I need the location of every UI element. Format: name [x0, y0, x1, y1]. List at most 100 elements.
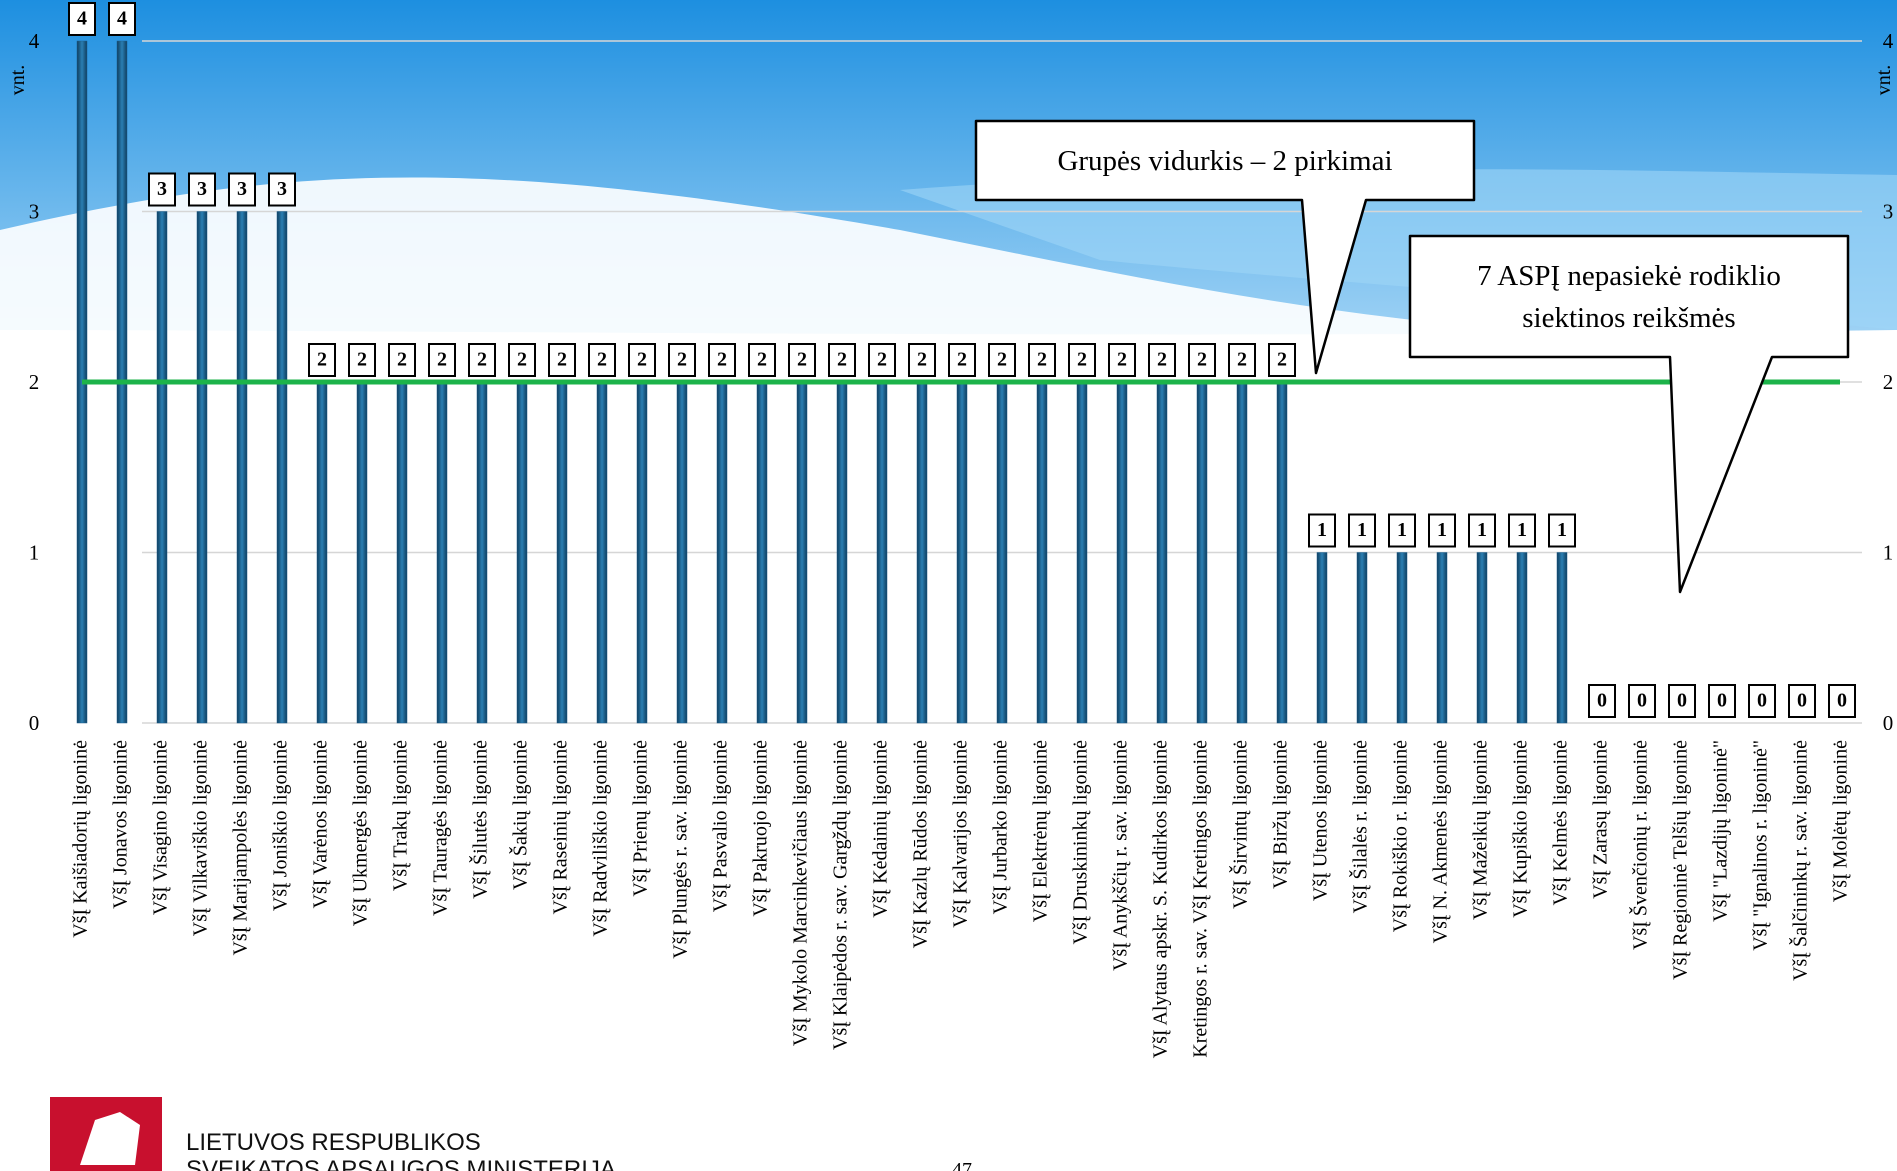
value-label-box — [628, 343, 656, 377]
x-tick-label: VšĮ Kalvarijos ligoninė — [950, 740, 972, 928]
value-label: 0 — [1837, 690, 1847, 712]
value-label: 2 — [797, 349, 807, 371]
value-label: 2 — [1117, 349, 1127, 371]
value-label-box — [108, 2, 136, 36]
value-label: 2 — [437, 349, 447, 371]
x-tick-label: VšĮ Kazlų Rūdos ligoninė — [910, 740, 932, 948]
value-label: 3 — [157, 178, 167, 200]
y-tick-label: 4 — [29, 29, 40, 53]
bar — [1276, 381, 1288, 724]
value-label: 2 — [317, 349, 327, 371]
value-label: 1 — [1397, 519, 1407, 541]
value-label: 0 — [1717, 690, 1727, 712]
y-tick-label: 0 — [29, 711, 40, 735]
bar — [276, 211, 288, 724]
bar — [396, 381, 408, 724]
x-tick-label: VšĮ Zarasų ligoninė — [1590, 740, 1612, 899]
y2-tick-label: 2 — [1883, 370, 1894, 394]
bar — [916, 381, 928, 724]
value-label-box — [748, 343, 776, 377]
y2-tick-label: 1 — [1883, 541, 1894, 565]
value-label: 1 — [1317, 519, 1327, 541]
bar — [516, 381, 528, 724]
bar — [476, 381, 488, 724]
value-label: 2 — [557, 349, 567, 371]
value-label: 2 — [397, 349, 407, 371]
bar — [1316, 552, 1328, 724]
x-tick-label: VšĮ Šakių ligoninė — [508, 740, 532, 890]
value-label: 2 — [957, 349, 967, 371]
bar — [1156, 381, 1168, 724]
x-tick-label: VšĮ Kupiškio ligoninė — [1510, 740, 1532, 918]
value-label: 2 — [717, 349, 727, 371]
value-label-box — [1388, 513, 1416, 548]
bar — [556, 381, 568, 724]
value-label: 1 — [1557, 519, 1567, 541]
value-label: 2 — [517, 349, 527, 371]
value-label: 1 — [1437, 519, 1447, 541]
value-label-box — [148, 172, 176, 207]
bar — [956, 381, 968, 724]
value-label-box — [788, 343, 816, 377]
value-label: 1 — [1357, 519, 1367, 541]
value-label-box — [1508, 513, 1536, 548]
bar — [716, 381, 728, 724]
x-tick-label: VšĮ Jonavos ligoninė — [110, 740, 132, 909]
x-tick-label: VšĮ Plungės r. sav. ligoninė — [670, 740, 692, 959]
value-label-box — [1708, 684, 1736, 718]
value-label-box — [1068, 343, 1096, 377]
bar — [876, 381, 888, 724]
value-label-box — [1188, 343, 1216, 377]
y-axis-title: vnt. — [7, 65, 29, 96]
value-label: 0 — [1797, 690, 1807, 712]
callout-average: Grupės vidurkis – 2 pirkimai — [974, 119, 1476, 375]
bar — [756, 381, 768, 724]
value-label-box — [1628, 684, 1656, 718]
callout-target: 7 ASPĮ nepasiekė rodiklio siektinos reik… — [1408, 234, 1850, 594]
bar — [196, 211, 208, 724]
x-tick-label: VšĮ Joniškio ligoninė — [270, 740, 292, 911]
x-tick-label: VšĮ Rokiškio r. ligoninė — [1390, 740, 1412, 932]
value-label-box — [308, 343, 336, 377]
org-name: SVEIKATOS APSAUGOS MINISTERIJA — [186, 1156, 616, 1171]
bar — [436, 381, 448, 724]
value-label-box — [708, 343, 736, 377]
value-label-box — [1308, 513, 1336, 548]
x-tick-label: VšĮ Molėtų ligoninė — [1830, 740, 1852, 902]
value-label-box — [868, 343, 896, 377]
x-tick-label: VšĮ "Lazdijų ligoninė" — [1710, 740, 1732, 922]
value-label-box — [388, 343, 416, 377]
value-label: 2 — [757, 349, 767, 371]
bar — [1036, 381, 1048, 724]
x-tick-label: VšĮ Marijampolės ligoninė — [230, 740, 252, 956]
value-label-box — [908, 343, 936, 377]
value-label-box — [1788, 684, 1816, 718]
x-tick-label: VšĮ Kaišiadorių ligoninė — [70, 740, 92, 938]
x-tick-label: VšĮ Biržų ligoninė — [1270, 740, 1292, 889]
value-label: 2 — [917, 349, 927, 371]
value-label: 2 — [357, 349, 367, 371]
value-label: 2 — [1157, 349, 1167, 371]
value-label: 2 — [1277, 349, 1287, 371]
bar — [676, 381, 688, 724]
value-label-box — [1548, 513, 1576, 548]
value-label-box — [588, 343, 616, 377]
value-label: 1 — [1477, 519, 1487, 541]
value-label-box — [1108, 343, 1136, 377]
x-tick-label: VšĮ Šalčininkų r. sav. ligoninė — [1788, 740, 1812, 981]
value-label: 1 — [1517, 519, 1527, 541]
annotation: Grupės vidurkis – 2 pirkimai — [1057, 145, 1392, 177]
bar — [1116, 381, 1128, 724]
bar — [1556, 552, 1568, 724]
annotation: siektinos reikšmės — [1522, 302, 1735, 334]
x-tick-label: VšĮ Kėdainių ligoninė — [870, 740, 892, 918]
value-label: 2 — [1197, 349, 1207, 371]
value-label: 2 — [477, 349, 487, 371]
x-tick-label: VšĮ Visagino ligoninė — [150, 740, 172, 915]
annotation: 7 ASPĮ nepasiekė rodiklio — [1477, 260, 1781, 292]
x-tick-label: VšĮ Mažeikių ligoninė — [1470, 740, 1492, 920]
x-tick-label: VšĮ Kelmės ligoninė — [1550, 740, 1572, 906]
value-label-box — [1148, 343, 1176, 377]
